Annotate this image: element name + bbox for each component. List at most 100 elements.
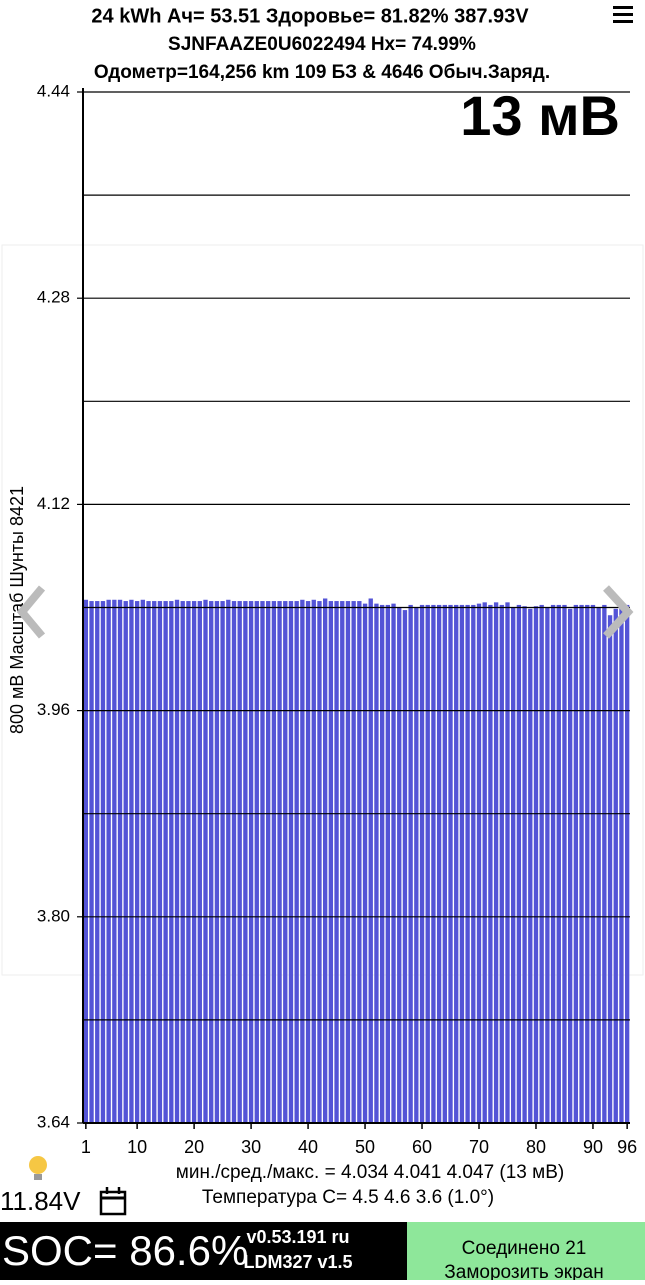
bar	[585, 604, 590, 1123]
bar	[248, 601, 254, 1123]
bar	[590, 604, 596, 1123]
calendar-icon[interactable]	[99, 1187, 127, 1216]
bar	[431, 604, 436, 1123]
header-line: Одометр=164,256 km 109 БЗ & 4646 Обыч.За…	[94, 62, 550, 83]
bar	[174, 599, 180, 1123]
x-tick-label: 1	[81, 1137, 91, 1157]
bar	[106, 599, 111, 1123]
bar	[602, 604, 607, 1123]
bar	[573, 604, 579, 1123]
bar	[408, 604, 413, 1123]
bar	[152, 601, 157, 1123]
status: Соединено 21	[462, 1238, 587, 1259]
bar	[277, 601, 282, 1123]
soc: SOC= 86.6%	[2, 1227, 248, 1274]
bar	[385, 604, 391, 1123]
x-tick-label: 96	[617, 1137, 637, 1157]
bar	[254, 601, 259, 1123]
bar	[596, 607, 601, 1123]
bar	[414, 607, 419, 1123]
y-tick-label: 3.96	[37, 700, 70, 719]
bar	[619, 604, 624, 1123]
bar	[613, 608, 618, 1123]
bar	[191, 601, 197, 1123]
bar	[300, 599, 305, 1123]
bar	[220, 601, 225, 1123]
menu-icon[interactable]	[613, 6, 633, 23]
bulb-icon[interactable]	[29, 1156, 47, 1180]
bar	[123, 601, 128, 1123]
stats-line: мин./сред./макс. = 4.034 4.041 4.047 (13…	[176, 1162, 564, 1183]
bar	[522, 606, 527, 1123]
y-tick-label: 4.44	[37, 81, 70, 100]
bar	[231, 601, 237, 1123]
bar	[340, 601, 345, 1123]
bar	[334, 601, 339, 1123]
bar	[550, 604, 556, 1123]
panel	[1, 244, 644, 976]
bar	[397, 607, 402, 1123]
x-tick-label: 90	[583, 1137, 603, 1157]
bar	[95, 601, 100, 1123]
bar	[624, 604, 630, 1123]
x-tick-label: 50	[355, 1137, 375, 1157]
bar	[493, 602, 499, 1123]
bar	[157, 601, 163, 1123]
bar	[488, 604, 493, 1123]
bar	[357, 601, 362, 1123]
y-tick-label: 3.80	[37, 906, 70, 925]
bar	[243, 601, 248, 1123]
bar	[271, 601, 277, 1123]
bar	[197, 601, 202, 1123]
bar	[374, 603, 379, 1123]
bar	[260, 601, 265, 1123]
bar	[368, 598, 373, 1123]
bar	[511, 607, 516, 1123]
bar	[146, 601, 151, 1123]
freeze-button[interactable]: Заморозить экран	[444, 1262, 603, 1283]
bar	[516, 604, 522, 1123]
bar	[169, 601, 174, 1123]
bar	[579, 604, 584, 1123]
bar	[328, 601, 334, 1123]
bar	[539, 604, 544, 1123]
x-tick-label: 40	[298, 1137, 318, 1157]
bar	[425, 604, 430, 1123]
bar	[533, 606, 539, 1123]
bar	[556, 604, 561, 1123]
next-arrow[interactable]	[603, 585, 634, 639]
version: v0.53.191 ru	[246, 1227, 349, 1247]
prev-arrow[interactable]	[16, 585, 46, 639]
x-tick-label: 10	[127, 1137, 147, 1157]
bar	[163, 601, 168, 1123]
bar	[317, 601, 322, 1123]
bar	[482, 602, 487, 1123]
soc-panel	[0, 1222, 407, 1280]
bar	[419, 604, 425, 1123]
bar	[305, 601, 311, 1123]
header-line: 24 kWh Ач= 53.51 Здоровье= 81.82% 387.93…	[91, 5, 529, 27]
bar	[499, 604, 504, 1123]
bar	[180, 601, 185, 1123]
bar	[129, 599, 134, 1123]
bar	[83, 599, 89, 1123]
delta-annotation: 13 мВ	[460, 84, 620, 147]
bar	[186, 601, 191, 1123]
x-tick-label: 30	[241, 1137, 261, 1157]
bar	[266, 601, 271, 1123]
bar	[454, 604, 459, 1123]
x-tick-label: 70	[469, 1137, 489, 1157]
status-button[interactable]	[407, 1222, 645, 1280]
bar	[209, 601, 214, 1123]
bar	[322, 598, 328, 1123]
bar	[402, 610, 408, 1123]
bar	[391, 603, 396, 1123]
bar	[100, 601, 106, 1123]
x-tick-label: 20	[184, 1137, 204, 1157]
x-tick-label: 60	[412, 1137, 432, 1157]
bar	[237, 601, 242, 1123]
bar	[134, 601, 140, 1123]
bar	[545, 607, 550, 1123]
y-axis-label: 800 мВ Масштаб Шунты 8421	[7, 486, 27, 734]
